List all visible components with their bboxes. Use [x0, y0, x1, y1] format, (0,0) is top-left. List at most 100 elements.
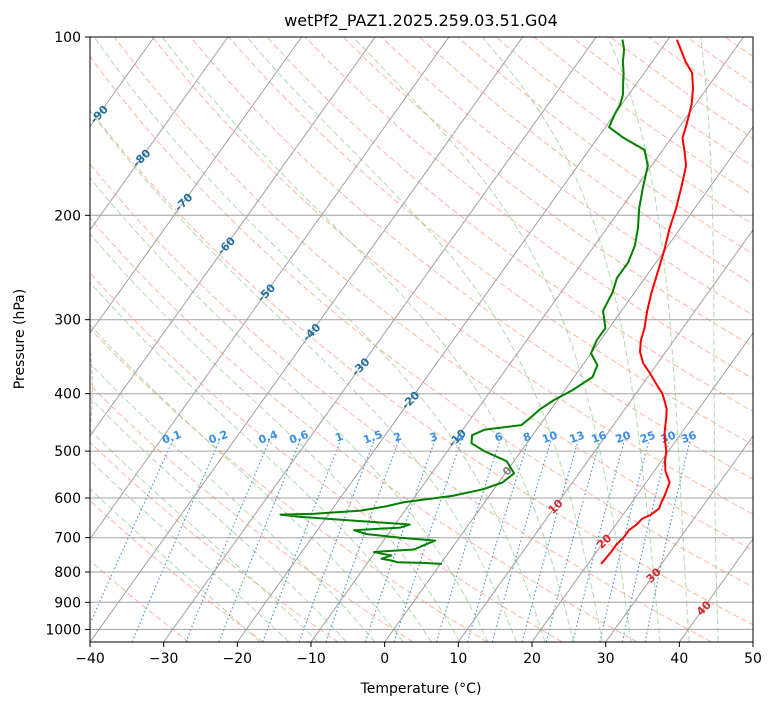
mixing-ratio-label: 10 — [540, 428, 559, 446]
dry-adiabats — [90, 37, 753, 642]
dry-adiabat-line — [571, 37, 753, 168]
dry-adiabat-line — [90, 327, 488, 642]
mixing-ratio-line — [90, 440, 174, 625]
mixing-ratio-lines — [90, 440, 691, 642]
mixing-ratio-label: 0.6 — [287, 428, 310, 447]
x-tick-label: 0 — [380, 651, 389, 667]
isotherm-gridline — [90, 37, 229, 231]
isotherm-gridline — [531, 332, 753, 642]
mixing-ratio-label: 0.1 — [160, 428, 183, 447]
y-tick-label: 300 — [54, 313, 81, 329]
x-tick-label: 30 — [597, 651, 615, 667]
mixing-ratio-line — [521, 440, 579, 642]
profile-series — [279, 39, 694, 565]
plot-frame — [89, 36, 754, 643]
isotherm-gridlines — [90, 37, 753, 642]
mixing-ratio-line — [435, 440, 501, 642]
mixing-ratio-label: 1.5 — [362, 428, 385, 447]
moist-adiabat-line — [481, 37, 661, 642]
x-axis: −40 −30 −20 −10 0 10 20 30 40 50 — [75, 642, 762, 667]
moist-adiabat-line — [90, 459, 290, 642]
dry-adiabat-line — [90, 272, 563, 642]
mixing-ratio-line — [545, 440, 601, 642]
x-tick-label: −10 — [296, 651, 326, 667]
mixing-ratio-line — [185, 440, 270, 642]
mixing-ratio-line — [466, 440, 529, 642]
dry-adiabat-line — [266, 37, 753, 413]
dry-adiabat-line — [90, 500, 264, 642]
mixing-ratio-line — [572, 440, 625, 642]
dry-adiabat-line — [90, 55, 753, 588]
mixing-ratio-label: 36 — [679, 428, 698, 446]
dry-adiabat-line — [228, 37, 753, 446]
moist-adiabat-line — [90, 488, 261, 642]
dry-adiabat-line — [90, 163, 712, 642]
y-tick-label: 100 — [54, 30, 81, 46]
moist-adiabat-line — [90, 110, 517, 642]
y-tick-label: 400 — [54, 387, 81, 403]
y-tick-label: 900 — [54, 595, 81, 611]
x-tick-label: 10 — [449, 651, 467, 667]
dry-adiabat-line — [457, 37, 753, 255]
mixing-ratio-line — [325, 440, 400, 642]
mixing-ratio-label: 0.2 — [207, 428, 230, 447]
isotherm-gridline — [90, 37, 376, 437]
temperature-profile-line — [600, 39, 694, 565]
dry-adiabat-line — [418, 37, 753, 285]
mixing-ratio-label: 0.4 — [257, 428, 280, 447]
dry-adiabat-line — [151, 37, 753, 515]
dry-adiabat-line — [113, 37, 753, 551]
isotherm-gridline — [310, 37, 745, 642]
mixing-ratio-label: 25 — [638, 429, 657, 446]
isotherm-gridline — [457, 228, 753, 642]
mixing-ratio-label: 8 — [521, 430, 533, 445]
mixing-ratio-label: 3 — [428, 430, 440, 445]
y-axis: 100 200 300 400 500 600 700 800 900 1000 — [45, 30, 90, 638]
mixing-ratio-label: 1 — [333, 430, 345, 445]
x-tick-label: −30 — [149, 651, 179, 667]
y-tick-label: 200 — [54, 208, 81, 224]
moist-adiabat-line — [90, 176, 489, 642]
isotherm-gridline — [605, 435, 753, 642]
moist-adiabat-line — [90, 233, 461, 642]
mixing-ratio-label: 4 — [454, 430, 466, 445]
moist-adiabats — [90, 37, 719, 642]
x-tick-label: −20 — [223, 651, 253, 667]
x-tick-label: 20 — [523, 651, 541, 667]
y-tick-label: 700 — [54, 531, 81, 547]
x-tick-label: 50 — [744, 651, 762, 667]
dry-adiabat-line — [304, 37, 753, 380]
dry-adiabat-line — [90, 217, 638, 642]
dry-adiabat-line — [90, 109, 753, 626]
isotherm-gridline — [90, 37, 303, 334]
moist-adiabat-line — [161, 37, 575, 642]
dry-adiabat-line — [380, 37, 753, 316]
x-tick-label: 40 — [670, 651, 688, 667]
moist-adiabat-line — [607, 37, 690, 642]
dry-adiabat-line — [609, 37, 753, 139]
mixing-ratio-line — [131, 440, 221, 642]
y-axis-label: Pressure (hPa) — [12, 289, 28, 389]
isotherm-gridline — [384, 125, 753, 642]
mixing-ratio-line — [298, 440, 375, 642]
moist-adiabat-line — [93, 37, 546, 642]
y-tick-label: 1000 — [45, 622, 81, 638]
mixing-ratio-line — [621, 440, 670, 642]
y-tick-label: 600 — [54, 491, 81, 507]
dry-adiabat-line — [342, 37, 753, 348]
isotherm-gridline — [163, 37, 597, 642]
mixing-ratio-labels: 0.1 0.2 0.4 0.6 1 1.5 2 3 4 6 8 10 13 16 20 25 30 36 — [160, 428, 698, 447]
mixing-ratio-label: 30 — [659, 428, 678, 446]
mixing-ratio-line — [491, 440, 552, 642]
y-tick-label: 800 — [54, 565, 81, 581]
moist-adiabat-line — [353, 37, 632, 642]
dry-adiabat-line — [190, 37, 753, 480]
x-tick-label: −40 — [75, 651, 105, 667]
mixing-ratio-line — [599, 440, 650, 642]
mixing-ratio-line — [644, 440, 691, 642]
mixing-ratio-label: 20 — [614, 428, 633, 446]
mixing-ratio-label: 2 — [392, 430, 404, 445]
pressure-gridlines — [90, 37, 753, 630]
moist-adiabat-line — [700, 37, 719, 642]
